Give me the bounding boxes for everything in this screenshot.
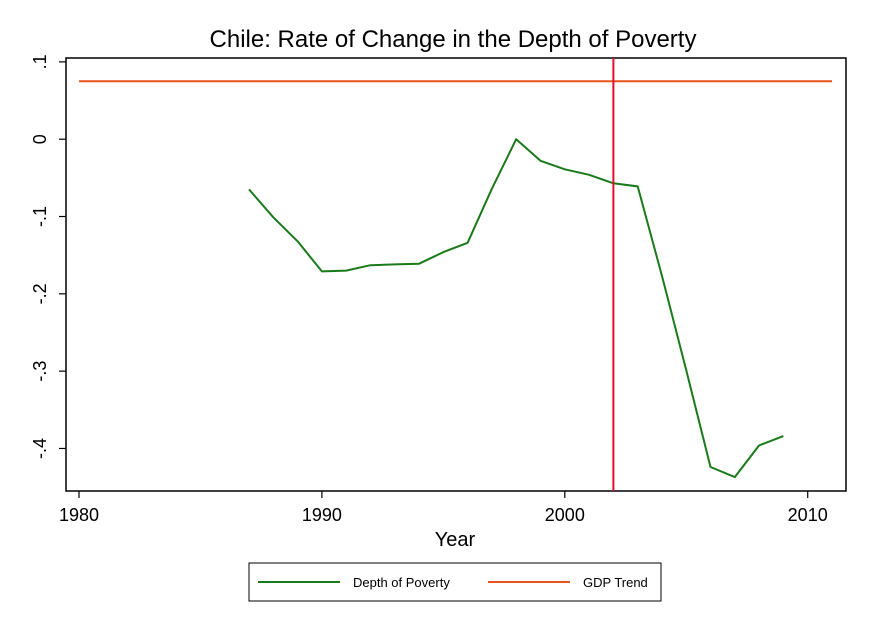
y-tick-label: 0 <box>30 134 50 144</box>
series-line-depth-of-poverty <box>248 138 784 479</box>
legend-label-depth-of-poverty: Depth of Poverty <box>353 575 450 590</box>
y-tick-label: .1 <box>30 54 50 69</box>
x-axis: 1980 1990 2000 2010 <box>59 491 828 525</box>
y-tick-label: -.2 <box>30 283 50 304</box>
y-tick-label: -.3 <box>30 361 50 382</box>
plot-area-frame <box>65 57 847 492</box>
series-layer <box>79 58 832 491</box>
x-tick-label: 1980 <box>59 505 99 525</box>
legend-label-gdp-trend: GDP Trend <box>583 575 648 590</box>
y-axis: .1 0 -.1 -.2 -.3 -.4 <box>30 54 66 459</box>
legend: Depth of Poverty GDP Trend <box>248 562 662 602</box>
x-axis-title: Year <box>435 529 476 551</box>
x-tick-label: 2010 <box>788 505 828 525</box>
y-tick-label: -.1 <box>30 206 50 227</box>
x-tick-label: 2000 <box>545 505 585 525</box>
y-tick-label: -.4 <box>30 438 50 459</box>
chart-title: Chile: Rate of Change in the Depth of Po… <box>210 26 697 53</box>
x-tick-label: 1990 <box>302 505 342 525</box>
